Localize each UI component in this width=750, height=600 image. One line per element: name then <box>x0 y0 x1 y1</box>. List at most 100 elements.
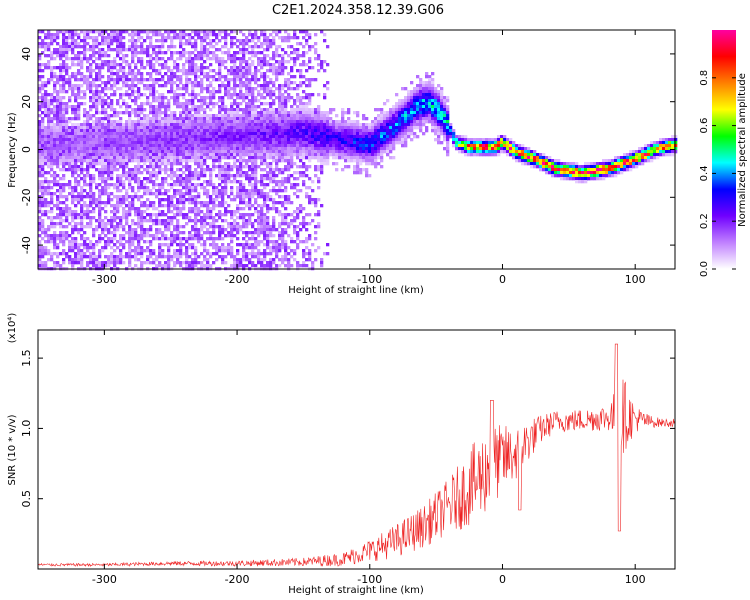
heatmap-cell <box>128 48 132 52</box>
heatmap-cell <box>248 72 252 76</box>
heatmap-cell <box>50 240 54 244</box>
heatmap-cell <box>65 144 69 148</box>
heatmap-cell <box>296 231 300 235</box>
heatmap-cell <box>290 201 294 205</box>
heatmap-cell <box>269 177 273 181</box>
heatmap-cell <box>215 156 219 160</box>
heatmap-cell <box>257 204 261 208</box>
heatmap-cell <box>176 123 180 127</box>
heatmap-cell <box>53 48 57 52</box>
heatmap-cell <box>176 102 180 106</box>
heatmap-cell <box>86 246 90 250</box>
heatmap-cell <box>68 120 72 124</box>
heatmap-cell <box>191 237 195 241</box>
heatmap-cell <box>41 204 45 208</box>
heatmap-cell <box>128 132 132 136</box>
heatmap-cell <box>293 102 297 106</box>
heatmap-cell <box>284 159 288 163</box>
heatmap-cell <box>224 261 228 265</box>
heatmap-cell <box>185 216 189 220</box>
heatmap-cell <box>281 108 285 112</box>
heatmap-cell <box>59 231 63 235</box>
heatmap-cell <box>146 246 150 250</box>
heatmap-cell <box>125 129 129 133</box>
heatmap-cell <box>275 183 279 187</box>
heatmap-cell <box>212 120 216 124</box>
heatmap-cell <box>131 231 135 235</box>
heatmap-cell <box>176 255 180 259</box>
heatmap-cell <box>149 102 153 106</box>
heatmap-cell <box>293 114 297 118</box>
heatmap-cell <box>299 165 303 169</box>
heatmap-cell <box>98 51 102 55</box>
heatmap-cell <box>221 243 225 247</box>
heatmap-cell <box>83 33 87 37</box>
heatmap-cell <box>68 210 72 214</box>
heatmap-cell <box>281 63 285 67</box>
heatmap-cell <box>53 117 57 121</box>
heatmap-cell <box>98 213 102 217</box>
heatmap-cell <box>128 225 132 229</box>
heatmap-cell <box>50 69 54 73</box>
heatmap-cell <box>227 90 231 94</box>
heatmap-cell <box>155 147 159 151</box>
heatmap-cell <box>38 222 42 226</box>
heatmap-cell <box>38 147 42 151</box>
heatmap-cell <box>53 144 57 148</box>
heatmap-cell <box>215 141 219 145</box>
heatmap-cell <box>257 150 261 154</box>
heatmap-cell <box>272 168 276 172</box>
heatmap-cell <box>89 132 93 136</box>
heatmap-cell <box>50 42 54 46</box>
heatmap-cell <box>179 138 183 142</box>
heatmap-cell <box>41 201 45 205</box>
heatmap-cell <box>74 132 78 136</box>
heatmap-cell <box>224 192 228 196</box>
heatmap-cell <box>281 138 285 142</box>
heatmap-cell <box>299 174 303 178</box>
heatmap-cell <box>86 195 90 199</box>
heatmap-cell <box>59 159 63 163</box>
heatmap-cell <box>266 63 270 67</box>
heatmap-cell <box>119 204 123 208</box>
heatmap-cell <box>245 66 249 70</box>
heatmap-cell <box>227 249 231 253</box>
heatmap-cell <box>128 105 132 109</box>
heatmap-cell <box>140 159 144 163</box>
heatmap-cell <box>251 111 255 115</box>
heatmap-cell <box>71 45 75 49</box>
heatmap-cell <box>71 105 75 109</box>
heatmap-cell <box>179 249 183 253</box>
heatmap-cell <box>248 117 252 121</box>
heatmap-cell <box>110 171 114 175</box>
heatmap-cell <box>182 72 186 76</box>
heatmap-cell <box>203 132 207 136</box>
heatmap-cell <box>245 264 249 268</box>
heatmap-cell <box>245 240 249 244</box>
heatmap-cell <box>167 81 171 85</box>
heatmap-cell <box>125 72 129 76</box>
heatmap-cell <box>119 261 123 265</box>
heatmap-cell <box>200 144 204 148</box>
heatmap-cell <box>74 189 78 193</box>
heatmap-cell <box>71 261 75 265</box>
heatmap-cell <box>83 150 87 154</box>
heatmap-cell <box>152 234 156 238</box>
heatmap-cell <box>206 120 210 124</box>
heatmap-cell <box>95 45 99 49</box>
heatmap-cell <box>77 36 81 40</box>
heatmap-cell <box>209 237 213 241</box>
heatmap-cell <box>59 216 63 220</box>
heatmap-cell <box>251 153 255 157</box>
heatmap-cell <box>209 135 213 139</box>
heatmap-cell <box>116 240 120 244</box>
heatmap-cell <box>227 123 231 127</box>
heatmap-cell <box>38 255 42 259</box>
heatmap-cell <box>167 90 171 94</box>
heatmap-cell <box>155 108 159 112</box>
heatmap-cell <box>71 87 75 91</box>
heatmap-cell <box>275 159 279 163</box>
heatmap-cell <box>188 60 192 64</box>
heatmap-cell <box>221 120 225 124</box>
heatmap-cell <box>278 222 282 226</box>
